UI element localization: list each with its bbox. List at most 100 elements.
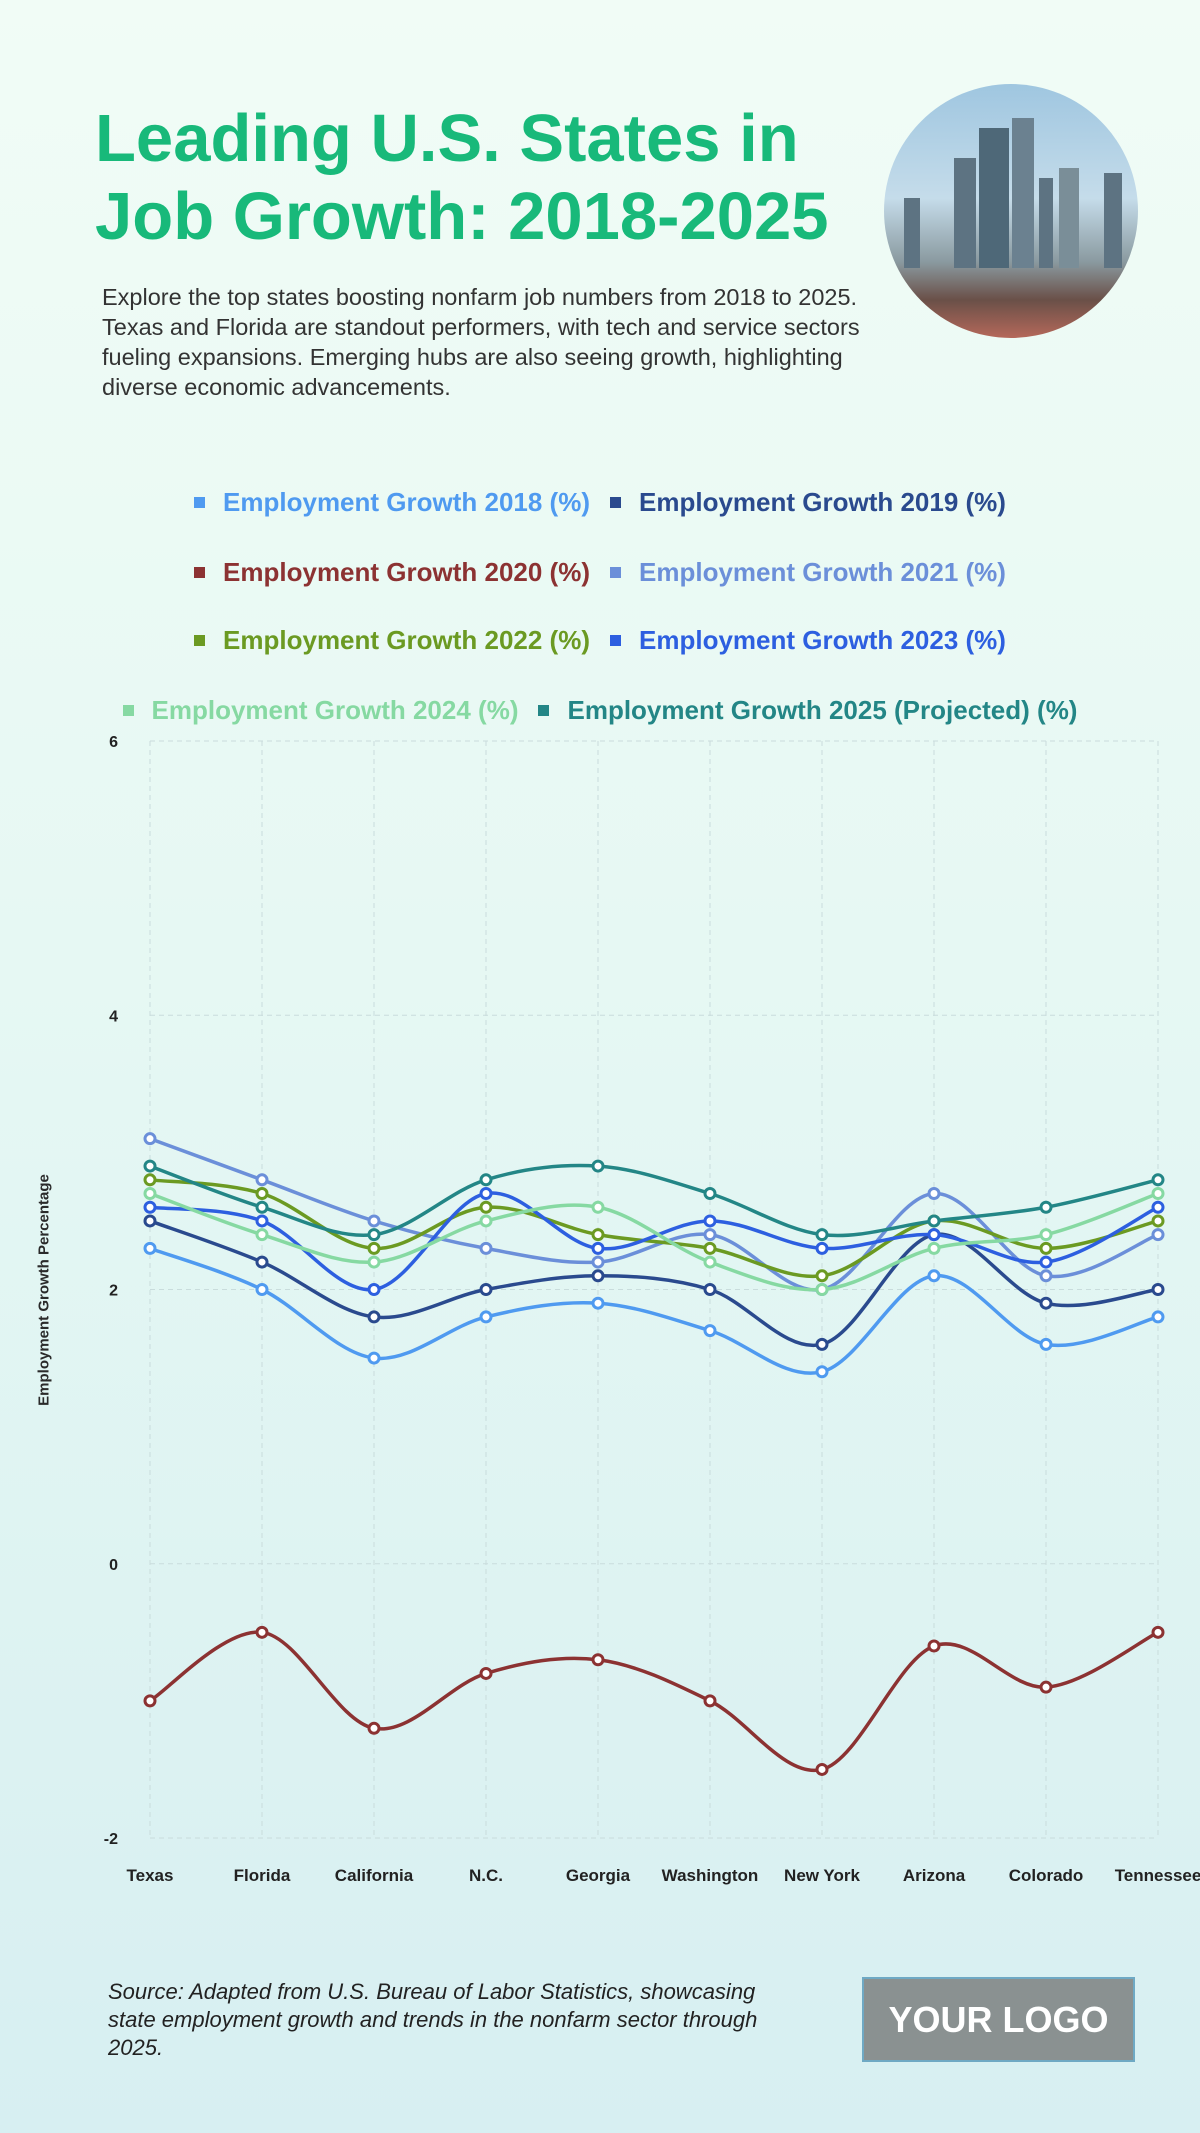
data-point [815, 1228, 829, 1242]
x-tick-label: Florida [234, 1866, 291, 1885]
data-point [927, 1269, 941, 1283]
logo: YOUR LOGO [862, 1977, 1135, 2062]
legend-row-2: Employment Growth 2020 (%) Employment Gro… [0, 554, 1200, 588]
legend-row-3: Employment Growth 2022 (%) Employment Gro… [0, 622, 1200, 656]
legend-label: Employment Growth 2019 (%) [639, 487, 1006, 517]
description: Explore the top states boosting nonfarm … [102, 284, 860, 400]
legend-item[interactable]: Employment Growth 2018 (%) [194, 487, 590, 518]
data-point [815, 1283, 829, 1296]
data-point [479, 1283, 493, 1296]
data-point [479, 1173, 493, 1187]
data-point [703, 1283, 717, 1296]
data-point [1039, 1337, 1053, 1351]
data-point [479, 1187, 493, 1201]
data-point [255, 1625, 269, 1639]
data-point [703, 1214, 717, 1228]
data-point [1039, 1296, 1053, 1310]
data-point [367, 1241, 381, 1255]
data-point [143, 1132, 157, 1146]
data-point [255, 1173, 269, 1187]
series-line-3 [149, 1137, 1159, 1292]
data-point [703, 1255, 717, 1269]
legend-swatch [194, 635, 206, 646]
legend-row-1: Employment Growth 2018 (%) Employment Gro… [0, 484, 1200, 518]
data-point [367, 1310, 381, 1324]
data-point [1151, 1200, 1165, 1214]
data-point [815, 1337, 829, 1351]
data-point [1151, 1187, 1165, 1201]
x-tick-label: Tennessee [1115, 1866, 1200, 1885]
legend-swatch [122, 705, 134, 716]
data-point [255, 1200, 269, 1214]
legend-item[interactable]: Employment Growth 2022 (%) [194, 625, 590, 656]
data-point [143, 1241, 157, 1255]
data-point [703, 1187, 717, 1201]
legend-label: Employment Growth 2025 (Projected) (%) [567, 695, 1078, 725]
data-point [1151, 1228, 1165, 1242]
legend-item[interactable]: Employment Growth 2025 (Projected) (%) [538, 695, 1077, 726]
data-point [479, 1310, 493, 1324]
data-point [143, 1214, 157, 1228]
data-point [703, 1324, 717, 1338]
data-point [591, 1159, 605, 1173]
legend-item[interactable]: Employment Growth 2019 (%) [610, 487, 1006, 518]
legend-label: Employment Growth 2018 (%) [223, 487, 590, 517]
x-tick-label: New York [784, 1866, 860, 1885]
series-line-4 [149, 1178, 1159, 1279]
line-chart: -2 0 2 4 6 Texas Florida California N.C. Georgia W… [104, 734, 1200, 1885]
series-line-7 [149, 1163, 1159, 1238]
data-point [927, 1214, 941, 1228]
legend-swatch [538, 705, 550, 716]
data-point [1151, 1310, 1165, 1324]
x-tick-label: Georgia [566, 1866, 631, 1885]
x-tick-label: Washington [662, 1866, 759, 1885]
data-point [927, 1241, 941, 1255]
legend-item[interactable]: Employment Growth 2023 (%) [610, 625, 1006, 656]
series-line-2 [149, 1630, 1159, 1773]
x-tick-label: Colorado [1009, 1866, 1084, 1885]
data-point [1039, 1269, 1053, 1283]
y-tick-label: 6 [109, 734, 118, 751]
data-point [1039, 1200, 1053, 1214]
legend-swatch [610, 635, 621, 646]
data-point [255, 1255, 269, 1269]
data-point [479, 1200, 493, 1214]
data-point [367, 1283, 381, 1296]
x-tick-label: California [335, 1866, 414, 1885]
data-point [143, 1173, 157, 1187]
data-point [367, 1721, 381, 1735]
data-point [1151, 1283, 1165, 1296]
series-line-5 [149, 1191, 1159, 1292]
data-point [367, 1214, 381, 1228]
data-point [479, 1241, 493, 1255]
data-point [1151, 1173, 1165, 1187]
data-point [367, 1351, 381, 1365]
data-point [703, 1694, 717, 1708]
series-line-1 [149, 1219, 1159, 1348]
data-point [143, 1694, 157, 1708]
data-point [143, 1159, 157, 1173]
legend-item[interactable]: Employment Growth 2020 (%) [194, 557, 590, 588]
data-point [255, 1283, 269, 1296]
data-point [1039, 1255, 1053, 1269]
data-point [927, 1228, 941, 1242]
data-point [367, 1228, 381, 1242]
source-note: Source: Adapted from U.S. Bureau of Labo… [108, 1979, 758, 2060]
data-point [1039, 1228, 1053, 1242]
x-tick-label: Texas [127, 1866, 174, 1885]
legend-item[interactable]: Employment Growth 2024 (%) [122, 695, 518, 726]
data-point [255, 1214, 269, 1228]
data-point [143, 1200, 157, 1214]
legend-label: Employment Growth 2020 (%) [223, 557, 590, 587]
city-skyline-image [884, 84, 1138, 338]
data-point [1039, 1241, 1053, 1255]
data-point [143, 1187, 157, 1201]
data-point [591, 1296, 605, 1310]
data-point [815, 1269, 829, 1283]
data-point [927, 1187, 941, 1201]
x-tick-label: Arizona [903, 1866, 966, 1885]
legend-item[interactable]: Employment Growth 2021 (%) [610, 557, 1006, 588]
data-point [927, 1639, 941, 1653]
data-point [703, 1241, 717, 1255]
legend-label: Employment Growth 2022 (%) [223, 625, 590, 655]
